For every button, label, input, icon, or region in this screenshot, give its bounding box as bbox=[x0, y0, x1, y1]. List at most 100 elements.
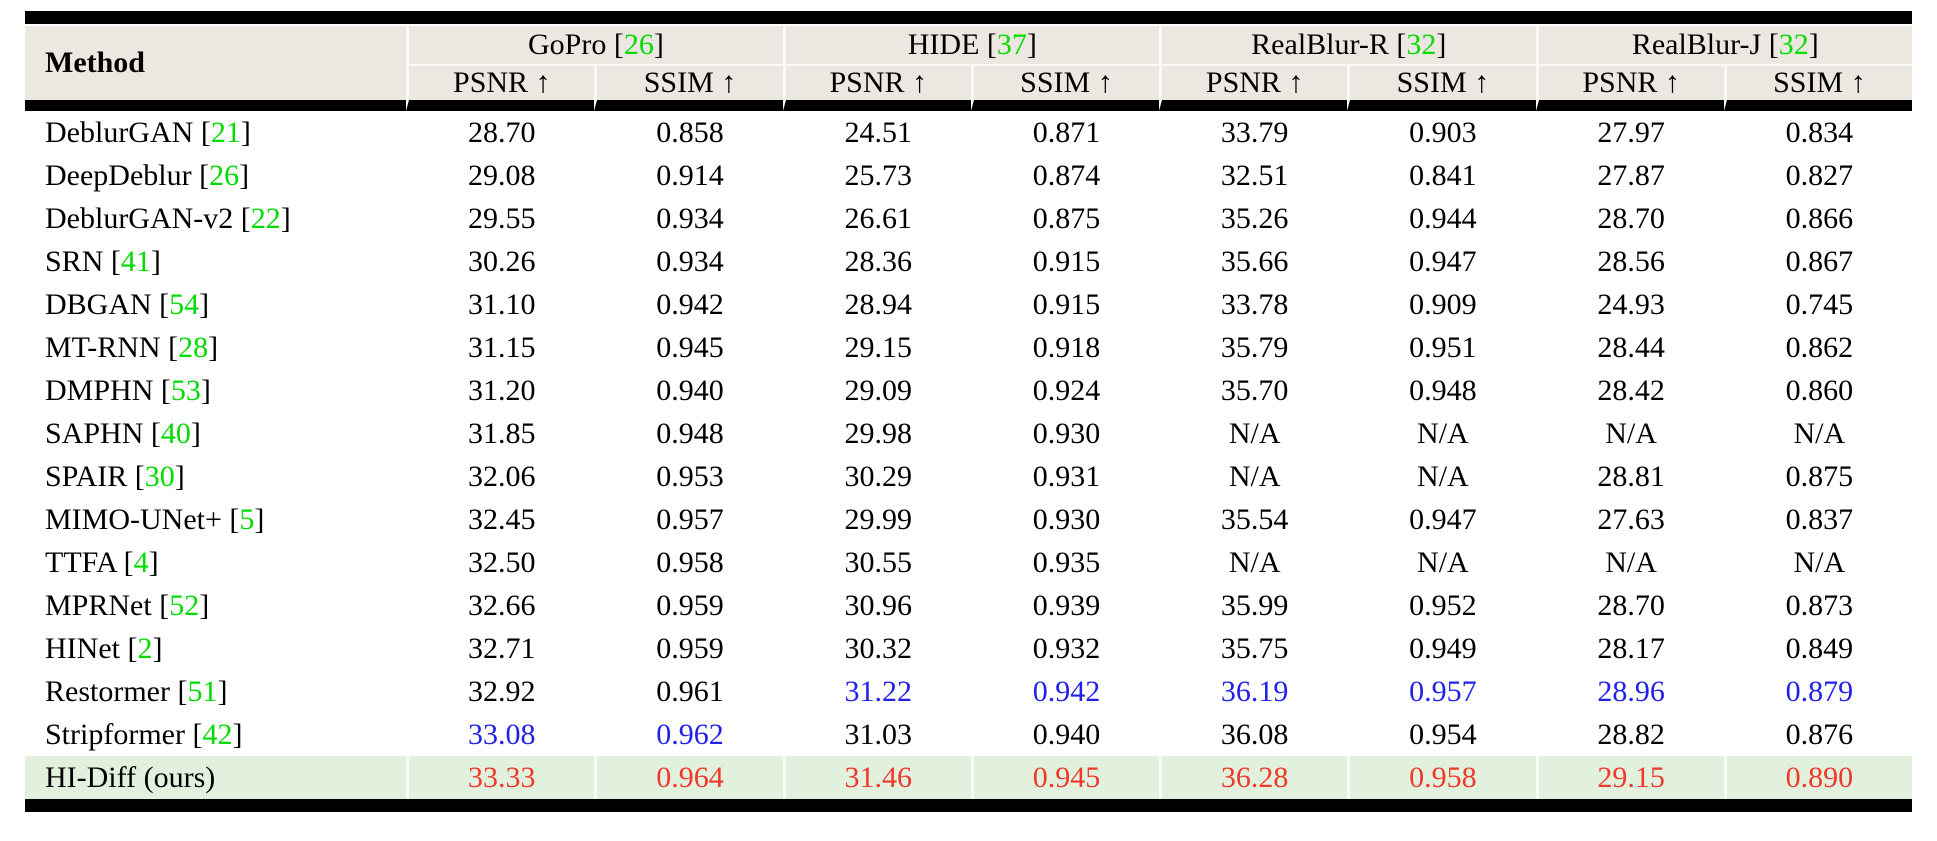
table-row: DMPHN [53] 31.20 0.940 29.09 0.924 35.70 0.948… bbox=[25, 369, 1912, 412]
psnr-header: PSNR ↑ bbox=[782, 64, 971, 111]
value-cell: 0.745 bbox=[1785, 287, 1854, 321]
citation-number: 26 bbox=[623, 28, 654, 61]
metric-header-row: PSNR ↑ SSIM ↑ PSNR ↑ SSIM ↑ PSNR ↑ SSIM … bbox=[25, 64, 1912, 111]
value-cell: 30.26 bbox=[468, 244, 536, 278]
method-name: DeblurGAN-v2 bbox=[45, 201, 234, 235]
value-cell: 29.08 bbox=[468, 158, 536, 192]
method-header-label: Method bbox=[45, 46, 145, 79]
value-cell: 33.78 bbox=[1220, 287, 1289, 321]
value-cell: 35.26 bbox=[1220, 201, 1289, 235]
value-cell: 32.50 bbox=[468, 545, 536, 579]
method-cell: TTFA [4] bbox=[45, 545, 159, 579]
value-cell: 28.36 bbox=[844, 244, 912, 278]
table-wrapper: Method GoPro [26] HIDE [37] RealBlur-R [… bbox=[25, 11, 1912, 812]
dataset-header-realblur-r: RealBlur-R [32] bbox=[1159, 26, 1536, 64]
value-cell: 0.945 bbox=[656, 330, 724, 364]
method-name: SAPHN bbox=[45, 416, 144, 450]
value-cell: 0.924 bbox=[1032, 373, 1101, 407]
value-cell: 28.96 bbox=[1597, 674, 1665, 708]
value-cell: 0.957 bbox=[1409, 674, 1477, 708]
value-cell: 0.879 bbox=[1785, 674, 1854, 708]
method-name: HINet bbox=[45, 631, 120, 665]
value-cell: 27.97 bbox=[1597, 115, 1665, 149]
method-cell: SAPHN [40] bbox=[45, 416, 201, 450]
value-cell: 30.32 bbox=[844, 631, 912, 665]
value-cell: 0.834 bbox=[1785, 115, 1854, 149]
value-cell: 0.940 bbox=[1032, 717, 1101, 751]
method-cell: DBGAN [54] bbox=[45, 287, 210, 321]
value-cell: 0.860 bbox=[1785, 373, 1854, 407]
method-cell: DeblurGAN-v2 [22] bbox=[45, 201, 291, 235]
citation-number: 41 bbox=[120, 244, 151, 278]
value-cell: N/A bbox=[1417, 459, 1469, 493]
value-cell: 32.71 bbox=[468, 631, 536, 665]
value-cell: 28.81 bbox=[1597, 459, 1665, 493]
method-cell: HINet [2] bbox=[45, 631, 163, 665]
value-cell: 32.51 bbox=[1220, 158, 1289, 192]
citation-number: 2 bbox=[137, 631, 153, 665]
value-cell: 31.20 bbox=[468, 373, 536, 407]
table-row: Stripformer [42] 33.08 0.962 31.03 0.940 36.0… bbox=[25, 713, 1912, 756]
value-cell: N/A bbox=[1793, 416, 1846, 450]
value-cell: N/A bbox=[1417, 545, 1469, 579]
method-cell: MPRNet [52] bbox=[45, 588, 210, 622]
value-cell: 0.867 bbox=[1785, 244, 1854, 278]
method-name: SPAIR bbox=[45, 459, 128, 493]
method-name: DeblurGAN bbox=[45, 115, 194, 149]
table-row: SAPHN [40] 31.85 0.948 29.98 0.930 N/A N/A N/A N… bbox=[25, 412, 1912, 455]
value-cell: 31.03 bbox=[844, 717, 912, 751]
value-cell: 0.942 bbox=[656, 287, 724, 321]
bracket: [ bbox=[613, 28, 624, 61]
value-cell: 0.915 bbox=[1032, 244, 1101, 278]
value-cell: 0.915 bbox=[1032, 287, 1101, 321]
value-cell: 24.93 bbox=[1597, 287, 1665, 321]
value-cell: 0.858 bbox=[656, 115, 724, 149]
citation-number: 21 bbox=[210, 115, 241, 149]
value-cell: 35.99 bbox=[1220, 588, 1289, 622]
bracket: [ bbox=[1396, 28, 1407, 61]
table-row: SRN [41] 30.26 0.934 28.36 0.915 35.66 0.947 28… bbox=[25, 240, 1912, 283]
method-name: DMPHN bbox=[45, 373, 154, 407]
method-name: DBGAN bbox=[45, 287, 152, 321]
bracket: ] bbox=[1436, 28, 1447, 61]
method-cell: DeblurGAN [21] bbox=[45, 115, 251, 149]
value-cell: 32.92 bbox=[468, 674, 536, 708]
value-cell: 29.15 bbox=[844, 330, 912, 364]
value-cell: 0.931 bbox=[1032, 459, 1101, 493]
value-cell: 28.44 bbox=[1597, 330, 1665, 364]
bottom-rule bbox=[25, 799, 1912, 812]
method-name: MPRNet bbox=[45, 588, 152, 622]
value-cell: 35.75 bbox=[1220, 631, 1289, 665]
citation-number: 32 bbox=[1406, 28, 1437, 61]
method-cell: Restormer [51] bbox=[45, 674, 228, 708]
citation-number: 22 bbox=[250, 201, 281, 235]
method-cell: MT-RNN [28] bbox=[45, 330, 219, 364]
value-cell: 28.94 bbox=[844, 287, 912, 321]
value-cell: N/A bbox=[1793, 545, 1846, 579]
citation-number: 54 bbox=[169, 287, 200, 321]
top-rule bbox=[25, 11, 1912, 24]
value-cell: 31.85 bbox=[468, 416, 536, 450]
value-cell: 0.940 bbox=[656, 373, 724, 407]
value-cell: 0.958 bbox=[1347, 756, 1536, 799]
value-cell: N/A bbox=[1605, 416, 1657, 450]
value-cell: 35.66 bbox=[1220, 244, 1289, 278]
value-cell: 0.930 bbox=[1032, 416, 1101, 450]
value-cell: 0.944 bbox=[1409, 201, 1477, 235]
value-cell: 0.862 bbox=[1785, 330, 1854, 364]
citation-number: 40 bbox=[160, 416, 191, 450]
method-name: MT-RNN bbox=[45, 330, 161, 364]
value-cell: 0.947 bbox=[1409, 502, 1477, 536]
value-cell: 28.42 bbox=[1597, 373, 1665, 407]
ssim-header: SSIM ↑ bbox=[594, 64, 783, 111]
value-cell: 0.942 bbox=[1032, 674, 1101, 708]
value-cell: 24.51 bbox=[844, 115, 912, 149]
value-cell: 0.948 bbox=[656, 416, 724, 450]
value-cell: 28.70 bbox=[1597, 588, 1665, 622]
method-cell: MIMO-UNet+ [5] bbox=[45, 502, 265, 536]
value-cell: 0.930 bbox=[1032, 502, 1101, 536]
value-cell: N/A bbox=[1417, 416, 1469, 450]
value-cell: 0.914 bbox=[656, 158, 724, 192]
value-cell: 0.903 bbox=[1409, 115, 1477, 149]
value-cell: 0.953 bbox=[656, 459, 724, 493]
